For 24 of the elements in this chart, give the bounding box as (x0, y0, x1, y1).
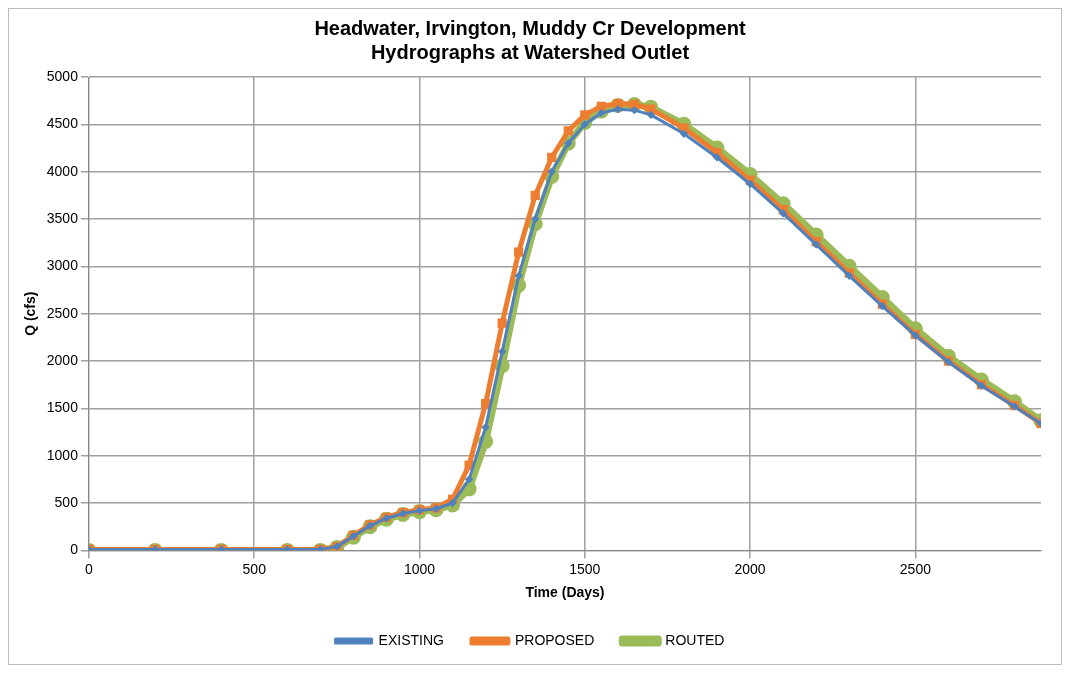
y-tick-label: 2000 (46, 351, 79, 368)
text: Headwater, Irvington, Muddy Cr Development (314, 16, 746, 39)
x-tick-label: 2500 (899, 560, 932, 577)
y-tick-label: 4000 (46, 162, 79, 179)
legend-label: ROUTED (665, 631, 725, 648)
x-tick-label: 500 (242, 560, 267, 577)
x-tick-label: 0 (85, 560, 94, 577)
x-tick-label: 2000 (734, 560, 766, 577)
y-tick-label: 5000 (46, 67, 79, 84)
y-tick-label: 0 (70, 541, 79, 558)
x-axis-title: Time (Days) (525, 584, 605, 601)
text: Hydrographs at Watershed Outlet (370, 40, 690, 63)
x-tick-label: 1500 (569, 560, 601, 577)
y-tick-label: 500 (54, 493, 79, 510)
legend-label: EXISTING (378, 631, 444, 648)
x-tick-label: 1000 (403, 560, 436, 577)
y-tick-label: 4500 (46, 115, 79, 132)
y-tick-label: 1500 (46, 399, 79, 416)
y-axis-title: Q (cfs) (22, 291, 39, 336)
y-tick-label: 1000 (46, 446, 79, 463)
legend-label: PROPOSED (514, 631, 595, 648)
y-tick-label: 3500 (46, 209, 79, 226)
y-tick-label: 2500 (46, 304, 79, 321)
y-tick-label: 3000 (46, 257, 79, 274)
